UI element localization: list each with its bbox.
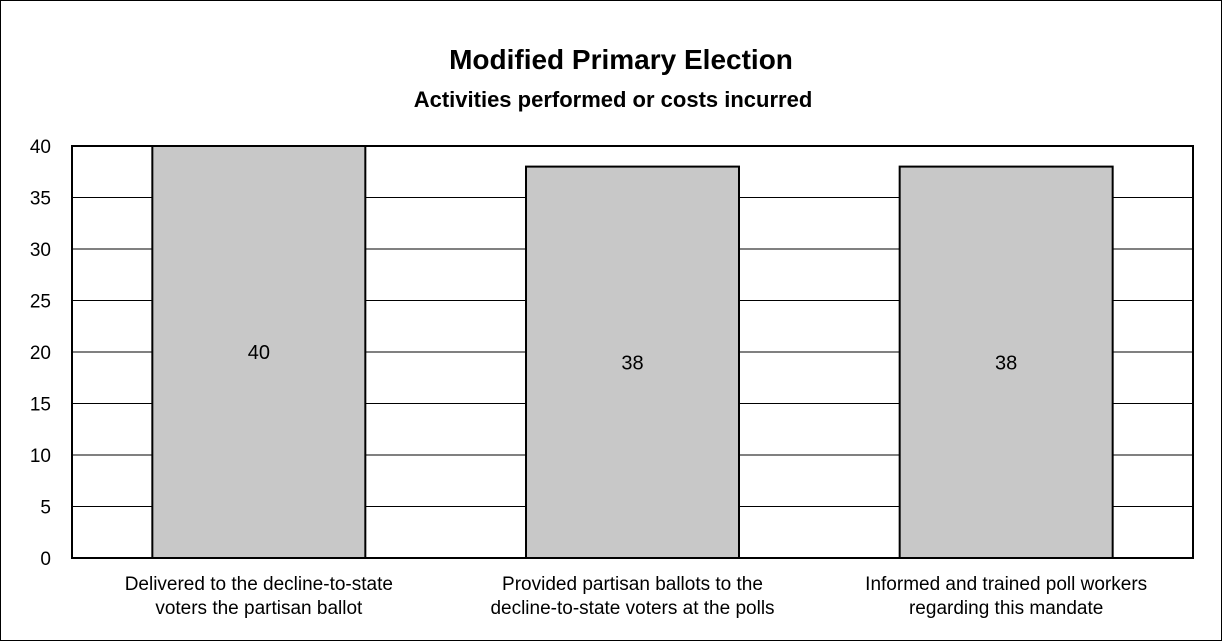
data-label: 40 bbox=[248, 342, 270, 364]
x-tick-label: Delivered to the decline-to-state bbox=[125, 574, 393, 595]
bars bbox=[151, 145, 1114, 559]
data-labels: 40 38 38 bbox=[248, 342, 1018, 374]
x-tick-label: voters the partisan ballot bbox=[155, 598, 363, 619]
y-tick-label: 25 bbox=[30, 292, 51, 313]
x-tick-label: Informed and trained poll workers bbox=[865, 574, 1147, 595]
y-tick-label: 15 bbox=[30, 395, 51, 416]
x-tick-label: decline-to-state voters at the polls bbox=[490, 598, 774, 619]
y-tick-label: 5 bbox=[40, 498, 51, 519]
y-tick-label: 0 bbox=[40, 549, 51, 570]
chart-title: Modified Primary Election bbox=[449, 44, 793, 75]
y-tick-label: 20 bbox=[30, 343, 51, 364]
data-label: 38 bbox=[621, 352, 643, 374]
x-tick-label: regarding this mandate bbox=[909, 598, 1103, 619]
y-tick-label: 40 bbox=[30, 137, 51, 158]
y-axis-ticks: 0 5 10 15 20 25 30 35 40 bbox=[30, 137, 51, 570]
x-axis-labels: Delivered to the decline-to-state voters … bbox=[125, 574, 1147, 619]
y-tick-label: 35 bbox=[30, 189, 51, 210]
bar bbox=[898, 165, 1114, 559]
x-tick-label: Provided partisan ballots to the bbox=[502, 574, 763, 595]
bar bbox=[525, 165, 740, 559]
y-tick-label: 30 bbox=[30, 240, 51, 261]
data-label: 38 bbox=[995, 352, 1017, 374]
y-tick-label: 10 bbox=[30, 446, 51, 467]
bar bbox=[151, 145, 367, 559]
chart-subtitle: Activities performed or costs incurred bbox=[414, 87, 813, 112]
